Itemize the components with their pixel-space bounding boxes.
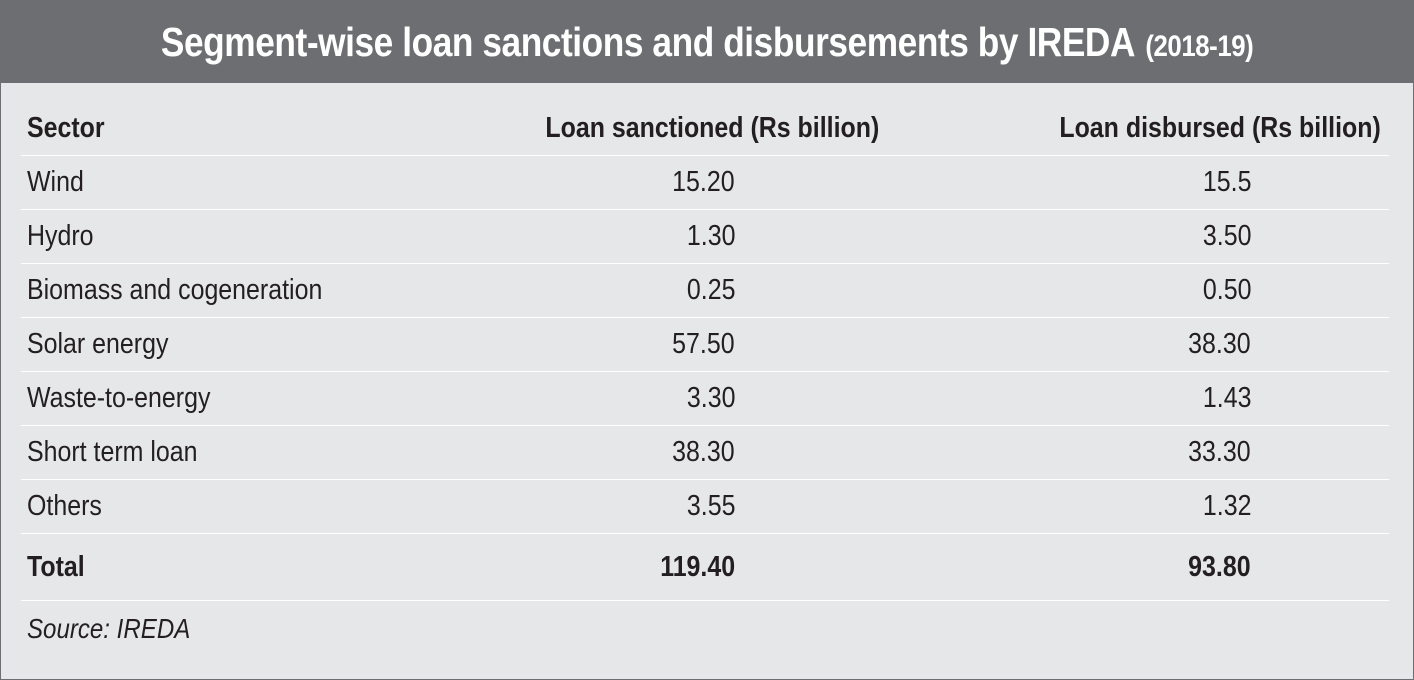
header-sector: Sector <box>27 111 105 144</box>
row-disbursed-cell: 1.43 <box>1202 382 1251 414</box>
data-table: Sector Loan sanctioned (Rs billion) Loan… <box>21 101 1389 601</box>
row-sanctioned-cell: 38.30 <box>672 436 735 468</box>
table-row: Others 3.55 1.32 <box>21 480 1389 534</box>
table-body: Wind 15.20 15.5 Hydro 1.30 3.50 Biomass and co… <box>21 156 1389 534</box>
table-row: Wind 15.20 15.5 <box>21 156 1389 210</box>
title-year: (2018-19) <box>1145 29 1254 63</box>
row-disbursed-cell: 38.30 <box>1188 328 1251 360</box>
total-disbursed: 93.80 <box>1188 550 1251 583</box>
row-sector-cell: Solar energy <box>27 328 169 360</box>
row-disbursed-cell: 1.32 <box>1202 490 1251 522</box>
header-loan-disbursed: Loan disbursed (Rs billion) <box>1059 111 1381 144</box>
row-disbursed-cell: 33.30 <box>1188 436 1251 468</box>
total-label: Total <box>27 550 85 583</box>
table-row: Solar energy 57.50 38.30 <box>21 318 1389 372</box>
table-row: Short term loan 38.30 33.30 <box>21 426 1389 480</box>
table-header-row: Sector Loan sanctioned (Rs billion) Loan… <box>21 101 1389 156</box>
row-sector-cell: Waste-to-energy <box>27 382 211 414</box>
row-sector-cell: Hydro <box>27 220 94 252</box>
table-row: Waste-to-energy 3.30 1.43 <box>21 372 1389 426</box>
table-row: Hydro 1.30 3.50 <box>21 210 1389 264</box>
row-sanctioned-cell: 3.55 <box>686 490 735 522</box>
row-disbursed-cell: 15.5 <box>1202 166 1251 198</box>
row-sector-cell: Biomass and cogeneration <box>27 274 323 306</box>
row-sanctioned-cell: 0.25 <box>686 274 735 306</box>
row-sector-cell: Short term loan <box>27 436 198 468</box>
table-title: Segment-wise loan sanctions and disburse… <box>160 18 1254 66</box>
row-sanctioned-cell: 57.50 <box>672 328 735 360</box>
table-row: Biomass and cogeneration 0.25 0.50 <box>21 264 1389 318</box>
row-sector-cell: Wind <box>27 166 84 198</box>
row-disbursed-cell: 3.50 <box>1202 220 1251 252</box>
row-sector-cell: Others <box>27 490 102 522</box>
total-sanctioned: 119.40 <box>660 550 735 583</box>
header-loan-sanctioned: Loan sanctioned (Rs billion) <box>545 111 879 144</box>
source-note: Source: IREDA <box>27 613 191 644</box>
row-disbursed-cell: 0.50 <box>1202 274 1251 306</box>
row-sanctioned-cell: 1.30 <box>686 220 735 252</box>
row-sanctioned-cell: 3.30 <box>686 382 735 414</box>
table-total-row: Total 119.40 93.80 <box>21 534 1389 601</box>
title-text: Segment-wise loan sanctions and disburse… <box>160 18 1136 65</box>
title-bar: Segment-wise loan sanctions and disburse… <box>1 1 1413 83</box>
row-sanctioned-cell: 15.20 <box>672 166 735 198</box>
